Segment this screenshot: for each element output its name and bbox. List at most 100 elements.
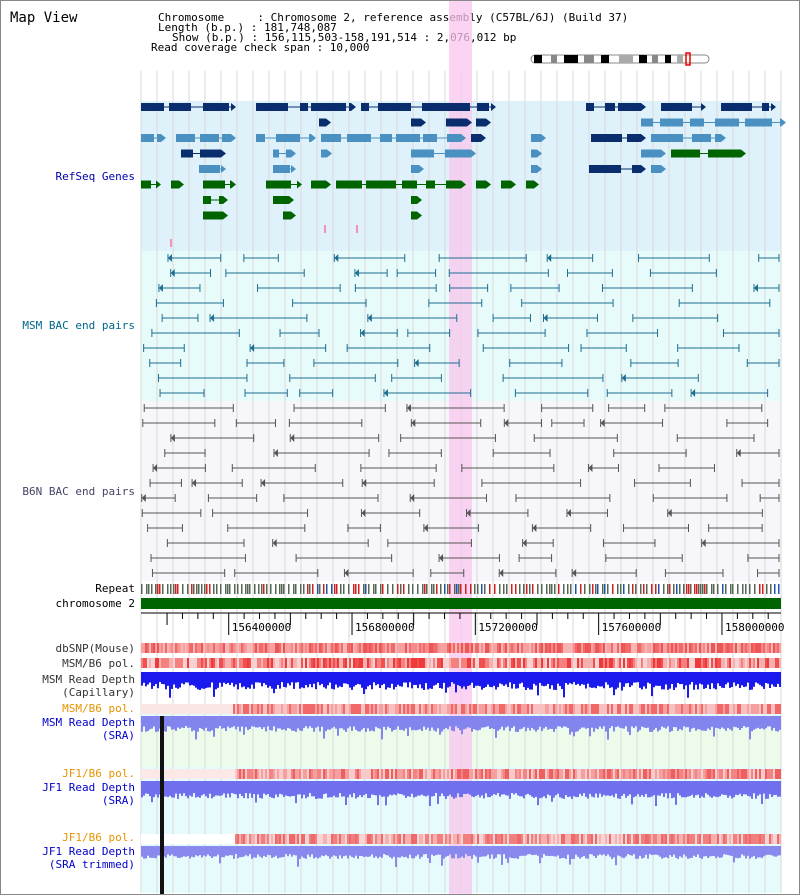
jf1-trimmed-depth-bar xyxy=(177,846,179,858)
msm-pol2-cell xyxy=(641,704,643,714)
gene-strand-arrow xyxy=(641,134,646,142)
jf1-sra-depth-bar xyxy=(763,781,765,794)
jf1-trimmed-depth-bar xyxy=(665,846,667,858)
msm-sra-depth-bar xyxy=(675,716,677,728)
repeat-element xyxy=(698,584,700,594)
jf1-trimmed-depth-bar xyxy=(435,846,437,856)
jf1-sra-depth-bar xyxy=(311,781,313,797)
repeat-element xyxy=(206,584,208,594)
jf1-sra-depth-bar xyxy=(661,781,663,794)
dbsnp-cell xyxy=(721,643,723,653)
dbsnp-cell xyxy=(247,643,249,653)
msm-sra-depth-bar xyxy=(707,716,709,729)
msm-capillary-depth-bar xyxy=(495,672,497,690)
msm-sra-depth-bar xyxy=(241,716,243,727)
msm-pol2-cell xyxy=(401,704,403,714)
dbsnp-cell xyxy=(665,643,667,653)
msm-sra-depth-bar xyxy=(385,716,387,730)
track-label-chromosome: chromosome 2 xyxy=(55,597,135,610)
jf1-trimmed-depth-bar xyxy=(597,846,599,856)
dbsnp-cell xyxy=(623,643,625,653)
jf1-sra-depth-bar xyxy=(233,781,235,794)
jf1-trimmed-depth-bar xyxy=(283,846,285,857)
msm-pol-cell xyxy=(259,658,261,668)
msm-pol2-cell xyxy=(723,704,725,714)
jf1-trimmed-depth-bar xyxy=(657,846,659,856)
jf1-trimmed-depth-bar xyxy=(263,846,265,856)
dbsnp-cell xyxy=(683,643,685,653)
track-label-b6n-bac: B6N BAC end pairs xyxy=(22,485,135,498)
msm-pol-cell xyxy=(263,658,265,668)
dbsnp-cell xyxy=(385,643,387,653)
msm-pol-cell xyxy=(313,658,315,668)
chromosome-ideogram[interactable] xyxy=(529,52,714,66)
jf1-pol-cell xyxy=(251,769,253,779)
msm-pol-cell xyxy=(199,658,201,668)
msm-pol-cell xyxy=(223,658,225,668)
jf1-pol-cell xyxy=(741,769,743,779)
gene-strand-arrow xyxy=(231,134,236,142)
repeat-element xyxy=(229,584,231,594)
jf1-trimmed-depth-bar xyxy=(771,846,773,856)
dbsnp-cell xyxy=(419,643,421,653)
msm-capillary-depth-bar xyxy=(425,672,427,684)
msm-pol2-cell xyxy=(719,704,721,714)
jf1-pol2-cell xyxy=(505,834,507,844)
repeat-element xyxy=(331,584,333,594)
repeat-element xyxy=(275,584,277,594)
jf1-pol2-cell xyxy=(745,834,747,844)
msm-pol2-cell xyxy=(349,704,351,714)
jf1-pol-cell xyxy=(383,769,385,779)
dbsnp-cell xyxy=(519,643,521,653)
jf1-trimmed-depth-bar xyxy=(201,846,203,858)
dbsnp-cell xyxy=(233,643,235,653)
jf1-sra-depth-bar xyxy=(679,781,681,796)
jf1-pol-cell xyxy=(597,769,599,779)
jf1-sra-depth-bar xyxy=(539,781,541,799)
jf1-trimmed-depth-bar xyxy=(743,846,745,856)
dbsnp-cell xyxy=(431,643,433,653)
b6n-bac-arrow xyxy=(439,554,444,562)
jf1-pol-cell xyxy=(607,769,609,779)
jf1-trimmed-depth-bar xyxy=(501,846,503,865)
msm-sra-depth-bar xyxy=(369,716,371,732)
msm-sra-depth-bar xyxy=(145,716,147,732)
msm-capillary-depth-bar xyxy=(343,672,345,684)
repeat-element xyxy=(412,584,414,594)
msm-sra-depth-bar xyxy=(243,716,245,735)
jf1-pol2-cell xyxy=(771,834,773,844)
msm-pol-cell xyxy=(537,658,539,668)
msm-sra-depth-bar xyxy=(653,716,655,730)
msm-capillary-depth-bar xyxy=(263,672,265,684)
msm-sra-depth-bar xyxy=(585,716,587,729)
jf1-sra-depth-bar xyxy=(183,781,185,794)
dbsnp-cell xyxy=(165,643,167,653)
jf1-sra-depth-bar xyxy=(537,781,539,806)
jf1-pol-cell xyxy=(443,769,445,779)
jf1-pol-cell xyxy=(583,769,585,779)
gene-marker xyxy=(356,225,358,233)
msm-capillary-depth-bar xyxy=(423,672,425,690)
jf1-trimmed-depth-bar xyxy=(605,846,607,857)
jf1-trimmed-depth-bar xyxy=(643,846,645,858)
gene-strand-arrow xyxy=(326,118,331,127)
gene-exon xyxy=(256,134,265,142)
jf1-trimmed-depth-bar xyxy=(603,846,605,855)
msm-sra-depth-bar xyxy=(643,716,645,728)
dbsnp-cell xyxy=(587,643,589,653)
msm-capillary-depth-bar xyxy=(715,672,717,690)
jf1-trimmed-depth-bar xyxy=(593,846,595,857)
repeat-element xyxy=(732,584,734,594)
msm-pol-cell xyxy=(443,658,445,668)
jf1-sra-depth-bar xyxy=(533,781,535,798)
msm-capillary-depth-bar xyxy=(323,672,325,688)
dbsnp-cell xyxy=(347,643,349,653)
jf1-sra-depth-bar xyxy=(365,781,367,794)
msm-pol-cell xyxy=(359,658,361,668)
jf1-trimmed-depth-bar xyxy=(153,846,155,858)
jf1-pol-cell xyxy=(729,769,731,779)
repeat-element xyxy=(762,584,764,594)
jf1-sra-depth-bar xyxy=(605,781,607,796)
msm-pol2-cell xyxy=(267,704,269,714)
